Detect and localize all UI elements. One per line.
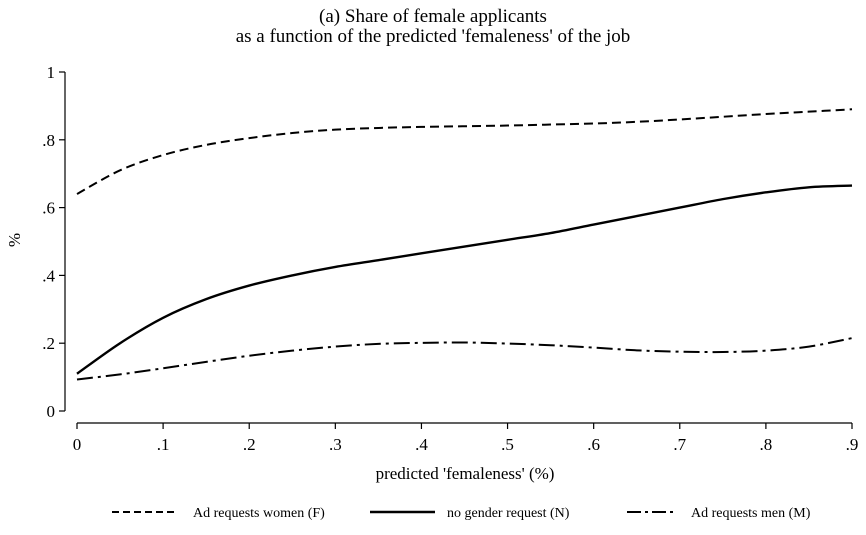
y-axis-label: %	[5, 233, 24, 247]
x-tick-label: .6	[587, 435, 600, 454]
y-tick-label: .6	[42, 199, 55, 218]
x-tick-label: 0	[73, 435, 82, 454]
legend-label-2: no gender request (N)	[447, 506, 570, 521]
y-tick-label: 1	[47, 63, 56, 82]
legend: Ad requests women (F) no gender request (…	[112, 506, 811, 521]
x-tick-label: .5	[501, 435, 514, 454]
chart-title: (a) Share of female applicants	[319, 6, 547, 27]
legend-label-1: Ad requests women (F)	[193, 506, 325, 521]
series-line-3	[76, 337, 853, 381]
x-tick-label: .8	[760, 435, 773, 454]
chart-subtitle: as a function of the predicted 'femalene…	[236, 26, 631, 47]
y-tick-label: .4	[42, 266, 55, 285]
y-tick-label: .8	[42, 131, 55, 150]
legend-label-3: Ad requests men (M)	[691, 506, 811, 521]
plot-area: 0 .2 .4 .6 .8 1 0 .1 .2 .3 .4 .5 .6 .7 .8 .9	[42, 63, 858, 454]
x-tick-label: .4	[415, 435, 428, 454]
x-tick-label: .7	[673, 435, 686, 454]
series-line-1	[76, 108, 853, 195]
series-line-2	[76, 184, 853, 375]
x-axis-label: predicted 'femaleness' (%)	[376, 464, 555, 483]
x-tick-label: .1	[157, 435, 170, 454]
x-tick-label: .2	[243, 435, 256, 454]
x-tick-label: .9	[846, 435, 859, 454]
y-tick-label: .2	[42, 334, 55, 353]
y-tick-label: 0	[47, 402, 56, 421]
x-tick-label: .3	[329, 435, 342, 454]
